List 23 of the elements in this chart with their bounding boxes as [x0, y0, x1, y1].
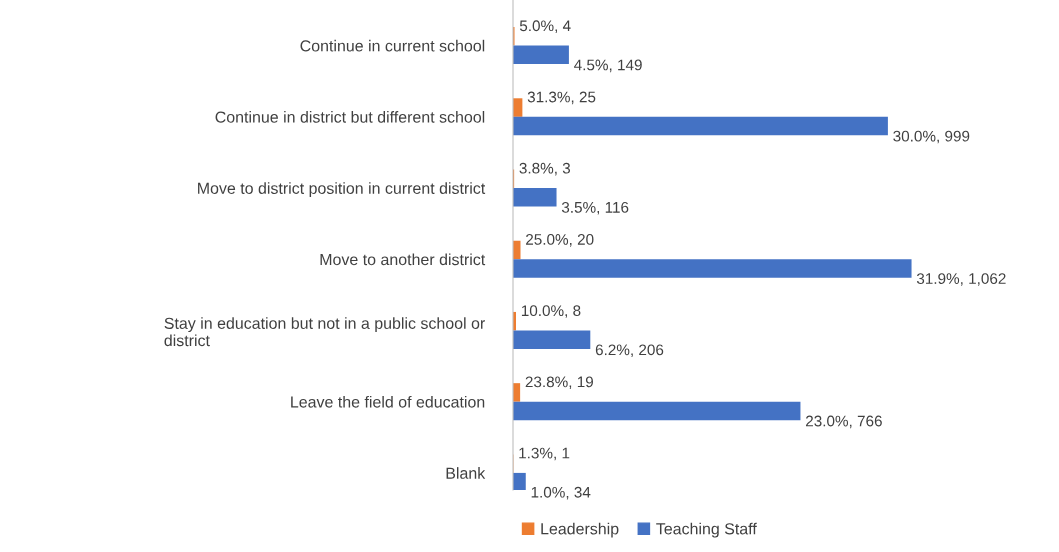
y-tick-label: Continue in current school: [300, 39, 485, 52]
data-label: 23.0%, 766: [806, 415, 882, 429]
data-label: 31.9%, 1,062: [916, 273, 1006, 286]
y-tick-label: Leave the field of education: [291, 395, 485, 408]
data-label: 1.0%, 34: [531, 486, 591, 500]
y-tick-label: Continue in district but different school: [215, 111, 485, 123]
legend-label: Leadership: [541, 522, 619, 538]
y-tick-label: Blank: [446, 467, 486, 479]
y-tick-label: Stay in education but not in a public school or district: [164, 317, 485, 347]
data-label: 3.5%, 116: [561, 201, 629, 215]
data-label: 5.0%, 4: [519, 20, 571, 33]
y-tick-label: Move to district position in current district: [198, 182, 486, 198]
data-label: 6.2%, 206: [595, 344, 664, 358]
data-label: 3.8%, 3: [519, 162, 571, 176]
legend-label: Teaching Staff: [656, 522, 757, 538]
data-label: 23.8%, 19: [525, 376, 593, 390]
data-label: 25.0%, 20: [526, 234, 594, 247]
y-tick-label: Move to another district: [320, 253, 486, 266]
data-label: 30.0%, 999: [893, 130, 970, 144]
data-label: 4.5%, 149: [574, 59, 642, 73]
data-label: 10.0%, 8: [521, 305, 581, 318]
data-label: 1.3%, 1: [519, 447, 570, 461]
data-label: 31.3%, 25: [527, 91, 596, 105]
